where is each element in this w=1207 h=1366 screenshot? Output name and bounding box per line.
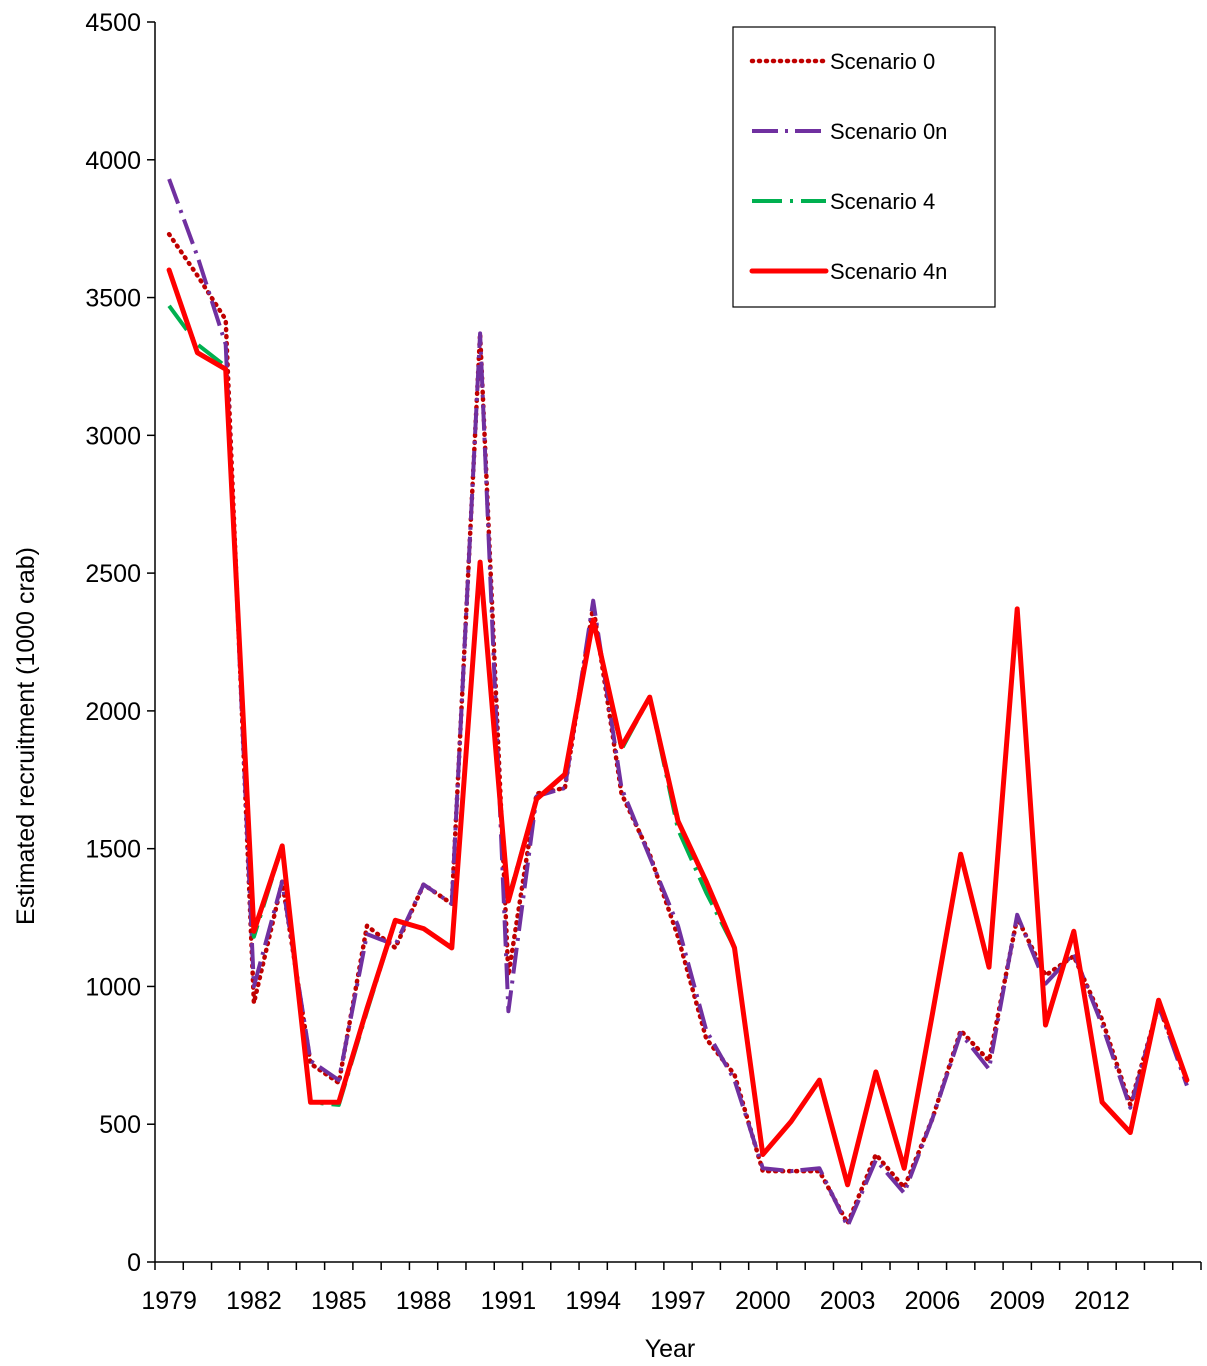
y-tick-label: 3500 (85, 285, 141, 313)
x-tick-label: 2009 (989, 1287, 1045, 1315)
x-tick-label: 1994 (565, 1287, 621, 1315)
x-tick-label: 1988 (396, 1287, 452, 1315)
x-tick-label: 2003 (820, 1287, 876, 1315)
y-tick-label: 500 (99, 1111, 141, 1139)
legend-box (732, 26, 996, 308)
y-tick-label: 1500 (85, 836, 141, 864)
x-tick-label: 2006 (905, 1287, 961, 1315)
x-tick-label: 1982 (226, 1287, 282, 1315)
axes: 0 500 1000 1500 2000 2500 3000 3500 4000 4500 1979… (85, 9, 1202, 1315)
y-tick-label: 2000 (85, 698, 141, 726)
legend-label: Scenario 0 (830, 49, 935, 74)
y-axis-title: Estimated recruitment (1000 crab) (12, 547, 40, 925)
y-tick-label: 3000 (85, 422, 141, 450)
series-line-scenario-0 (166, 231, 1190, 1226)
series-layer (166, 178, 1190, 1229)
x-tick-label: 2000 (735, 1287, 791, 1315)
x-tick-label: 1991 (481, 1287, 537, 1315)
legend-label: Scenario 0n (830, 119, 947, 144)
series-line-scenario-0n (167, 178, 1189, 1229)
x-tick-label: 1985 (311, 1287, 367, 1315)
x-tick-label: 2012 (1074, 1287, 1130, 1315)
y-tick-label: 4000 (85, 147, 141, 175)
legend-label: Scenario 4n (830, 259, 947, 284)
x-axis-title: Year (645, 1335, 696, 1363)
series-line-scenario-4 (167, 304, 1189, 1187)
legend: Scenario 0 Scenario 0n Scenario 4 Scenario … (732, 26, 996, 308)
y-tick-label: 0 (127, 1249, 141, 1277)
y-tick-label: 4500 (85, 9, 141, 37)
x-tick-label: 1979 (141, 1287, 197, 1315)
legend-label: Scenario 4 (830, 189, 935, 214)
x-tick-label: 1997 (650, 1287, 706, 1315)
series-line-scenario-4n (166, 267, 1190, 1188)
y-tick-label: 2500 (85, 560, 141, 588)
y-tick-label: 1000 (85, 973, 141, 1001)
